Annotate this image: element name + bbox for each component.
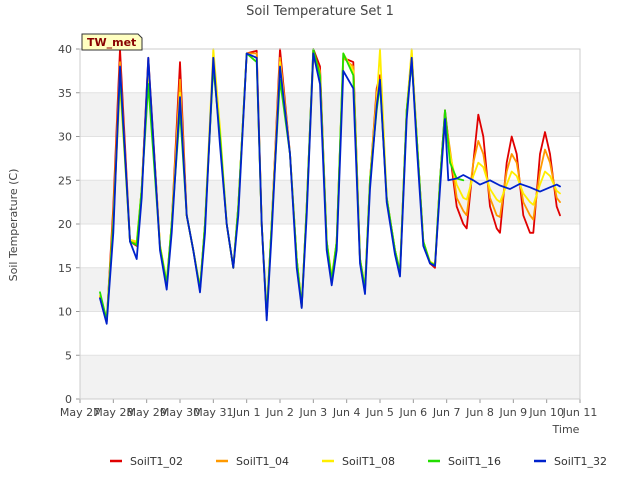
x-tick-label: Jun 7: [432, 406, 461, 419]
plot-frame: [79, 48, 581, 400]
x-tick-label: May 29: [127, 406, 167, 419]
y-tick-label: 20: [58, 218, 72, 231]
series-line-SoilT1_32: [99, 52, 561, 325]
x-tick-label: Jun 1: [232, 406, 261, 419]
y-tick-label: 40: [58, 43, 72, 56]
legend: SoilT1_02 SoilT1_04 SoilT1_08 SoilT1_16 Soil…: [110, 455, 607, 468]
x-tick-label: Jun 3: [298, 406, 327, 419]
x-tick-label: May 27: [60, 406, 100, 419]
x-tick-label: Jun 8: [465, 406, 494, 419]
grid-band: [80, 355, 580, 399]
legend-label: SoilT1_32: [554, 455, 607, 468]
legend-label: SoilT1_04: [236, 455, 289, 468]
y-axis: 0 5 10 15 20 25 30 35 40: [58, 43, 80, 406]
grid-band: [80, 49, 580, 93]
grid-band: [80, 311, 580, 356]
y-tick-label: 30: [58, 131, 72, 144]
background-bands: [80, 49, 580, 400]
station-label: TW_met: [81, 33, 143, 51]
x-tick-label: Jun 6: [398, 406, 427, 419]
y-tick-label: 5: [65, 349, 72, 362]
x-tick-label: Jun 4: [332, 406, 361, 419]
y-tick-label: 10: [58, 306, 72, 319]
y-tick-label: 15: [58, 262, 72, 275]
x-tick-label: Jun 2: [265, 406, 294, 419]
x-tick-label: Jun 10: [528, 406, 564, 419]
series-layer: [99, 48, 561, 325]
x-tick-label: May 28: [93, 406, 133, 419]
x-tick-label: May 30: [160, 406, 200, 419]
x-tick-label: Jun 9: [498, 406, 527, 419]
grid-band: [80, 136, 580, 181]
legend-label: SoilT1_02: [130, 455, 183, 468]
grid-band: [80, 180, 580, 224]
x-tick-label: Jun 11: [562, 406, 598, 419]
y-tick-label: 25: [58, 174, 72, 187]
y-tick-label: 0: [65, 393, 72, 406]
chart-title: Soil Temperature Set 1: [246, 4, 394, 19]
x-axis-label: Time: [552, 423, 580, 436]
station-label-text: TW_met: [87, 36, 136, 49]
y-tick-label: 35: [58, 87, 72, 100]
y-axis-label: Soil Temperature (C): [7, 169, 20, 282]
x-tick-label: Jun 5: [365, 406, 394, 419]
x-tick-label: May 31: [193, 406, 233, 419]
legend-label: SoilT1_08: [342, 455, 395, 468]
legend-label: SoilT1_16: [448, 455, 501, 468]
grid-band: [80, 92, 580, 137]
